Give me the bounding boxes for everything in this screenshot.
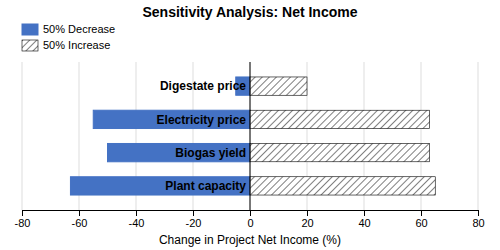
bar — [250, 77, 307, 95]
tick-label: -40 — [129, 217, 145, 229]
bar — [108, 143, 251, 161]
tick: 60 — [415, 210, 427, 229]
legend-label: 50% Increase — [43, 39, 110, 51]
bar — [250, 110, 430, 128]
tick: -60 — [72, 210, 88, 229]
tick-label: 20 — [301, 217, 313, 229]
plot: Plant capacity Biogas yield Electricity pr… — [15, 62, 485, 229]
bar — [250, 177, 435, 195]
tick-mark — [79, 210, 80, 216]
chart: Plant capacity Biogas yield Electricity pr… — [0, 0, 500, 250]
tick-label: 40 — [358, 217, 370, 229]
tick: 80 — [472, 210, 484, 229]
tick: -20 — [186, 210, 202, 229]
bar — [70, 177, 250, 195]
legend-label: 50% Decrease — [43, 23, 115, 35]
tick: 0 — [247, 210, 253, 229]
category-labels: Plant capacity Biogas yield Electricity pr… — [157, 79, 247, 193]
bars — [70, 77, 435, 195]
category-label: Digestate price — [160, 79, 246, 93]
legend-entry: 50% Decrease — [22, 23, 115, 35]
category-label: Biogas yield — [175, 146, 246, 160]
tick-mark — [364, 210, 365, 216]
category-label: Electricity price — [157, 113, 247, 127]
grid-line — [478, 62, 479, 210]
tick-label: 0 — [247, 217, 253, 229]
tick-mark — [193, 210, 194, 216]
axis-line — [23, 211, 479, 217]
legend-entry: 50% Increase — [22, 39, 110, 51]
legend-swatch — [22, 24, 38, 35]
tick-mark — [421, 210, 422, 216]
tick-label: -20 — [186, 217, 202, 229]
tick-mark — [136, 210, 137, 216]
tick-mark — [307, 210, 308, 216]
legend: 50% Decrease 50% Increase — [22, 23, 115, 51]
tick-label: -60 — [72, 217, 88, 229]
tick-mark — [250, 210, 251, 216]
zero-line — [250, 62, 251, 210]
tick: -40 — [129, 210, 145, 229]
bar — [93, 110, 250, 128]
category-label: Plant capacity — [165, 179, 246, 193]
tick-mark — [22, 210, 23, 216]
grid-line — [22, 62, 23, 210]
tick-label: 60 — [415, 217, 427, 229]
grid-line — [250, 62, 251, 210]
legend-swatch — [22, 40, 38, 51]
grid — [22, 62, 478, 210]
x-label: Change in Project Net Income (%) — [159, 233, 341, 247]
tick: 40 — [358, 210, 370, 229]
tick-mark — [478, 210, 479, 216]
title: Sensitivity Analysis: Net Income — [143, 4, 358, 20]
tick: 20 — [301, 210, 313, 229]
tick-label: -80 — [15, 217, 31, 229]
tick-label: 80 — [472, 217, 484, 229]
bar — [250, 143, 430, 161]
x-axis: -80 -60 -40 -20 0 20 40 60 80 — [15, 210, 485, 229]
tick: -80 — [15, 210, 31, 229]
